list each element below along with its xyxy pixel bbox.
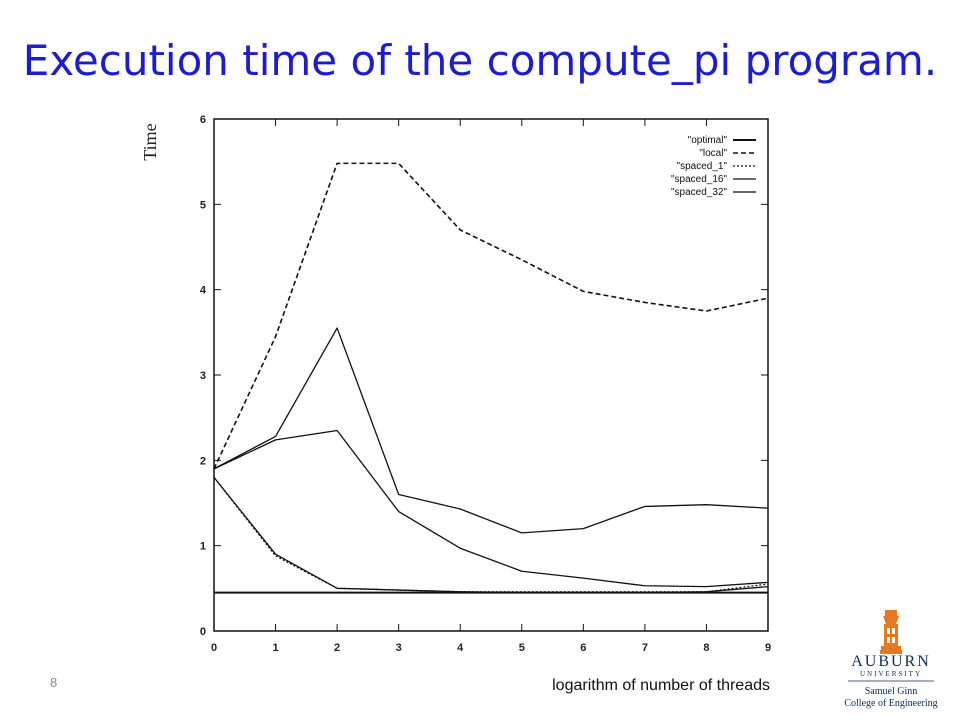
y-tick-label: 6	[200, 114, 206, 126]
x-tick-label: 9	[765, 642, 771, 654]
x-tick-label: 3	[396, 642, 402, 654]
series-line-1	[213, 162, 769, 470]
series-line-3	[213, 327, 769, 534]
y-tick-label: 5	[200, 199, 206, 211]
unlabeled-series-line-0	[213, 476, 769, 594]
series-line-4	[213, 429, 769, 588]
y-tick-label: 1	[200, 541, 206, 553]
x-tick-label: 4	[457, 642, 464, 654]
legend: "optimal" "local" "spaced_1" "spaced_16" "sp…	[671, 135, 756, 198]
logo-name: AUBURN	[851, 653, 931, 670]
x-tick-label: 2	[334, 642, 340, 654]
x-tick-label: 8	[703, 642, 709, 654]
slide-number: 8	[50, 675, 58, 690]
y-axis-label: Time	[140, 123, 160, 160]
logo-subtitle: UNIVERSITY	[860, 670, 922, 678]
y-tick-label: 4	[200, 285, 207, 297]
x-tick-label: 1	[272, 642, 278, 654]
series-layer	[213, 162, 769, 594]
legend-label: "local"	[699, 148, 727, 159]
slide-title: Execution time of the compute_pi program…	[22, 36, 938, 85]
x-axis-ticks: 0 1 2 3 4 5 6 7 8 9	[211, 119, 771, 654]
tower-emblem-icon	[880, 610, 902, 654]
x-axis-label: logarithm of number of threads	[552, 677, 770, 694]
legend-label: "spaced_16"	[671, 174, 727, 185]
legend-label: "spaced_1"	[677, 161, 728, 172]
x-tick-label: 7	[642, 642, 648, 654]
y-tick-label: 3	[200, 370, 206, 382]
x-tick-label: 6	[580, 642, 586, 654]
auburn-logo: AUBURN UNIVERSITY Samuel Ginn College of…	[844, 610, 938, 709]
x-tick-label: 0	[211, 642, 217, 654]
series-line-2	[213, 476, 769, 593]
y-tick-label: 2	[200, 455, 206, 467]
y-tick-label: 0	[200, 626, 206, 638]
legend-label: "optimal"	[688, 135, 728, 146]
logo-college-line2: College of Engineering	[844, 698, 937, 709]
logo-college-line1: Samuel Ginn	[865, 686, 918, 697]
legend-label: "spaced_32"	[671, 187, 727, 198]
y-axis-ticks: 0 1 2 3 4 5 6	[200, 114, 768, 638]
x-tick-label: 5	[519, 642, 525, 654]
